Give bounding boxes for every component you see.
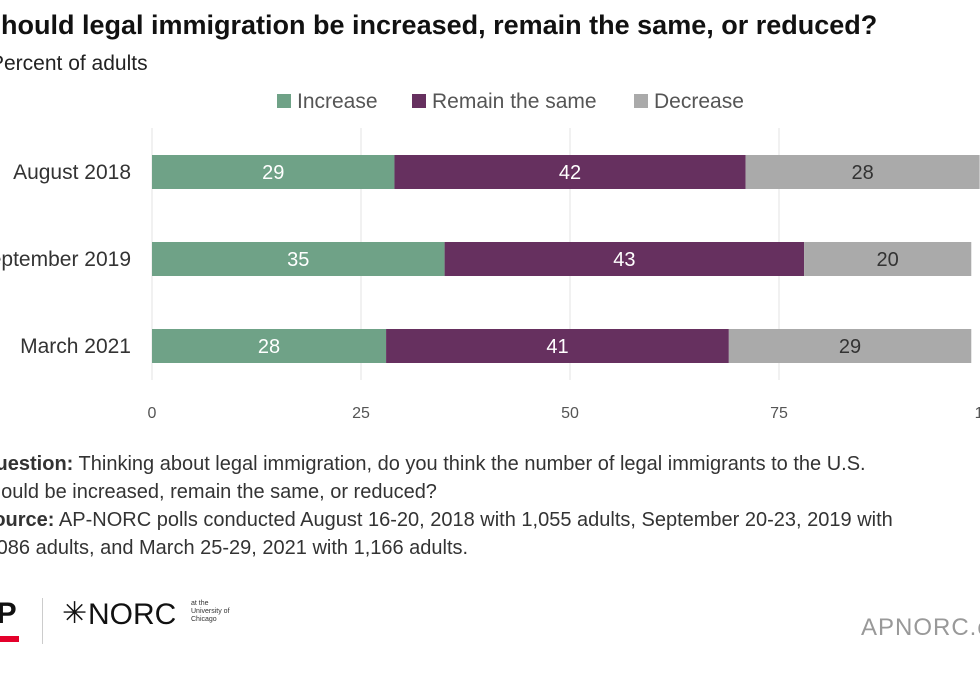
data-label-0-1: 42 bbox=[559, 162, 581, 184]
footnote: Question: Thinking about legal immigrati… bbox=[0, 450, 980, 562]
data-label-0-0: 29 bbox=[262, 162, 284, 184]
data-label-0-2: 28 bbox=[851, 162, 873, 184]
site-url: APNORC.org bbox=[861, 614, 980, 641]
norc-affiliation-line-2: University of bbox=[191, 608, 230, 615]
legend-swatch-1 bbox=[412, 94, 426, 108]
x-tick-label-0: 0 bbox=[148, 405, 157, 422]
question-label: Question: bbox=[0, 453, 74, 475]
legend-label-2: Decrease bbox=[654, 90, 744, 113]
x-tick-label-50: 50 bbox=[561, 405, 579, 422]
bar-1-1 bbox=[444, 242, 805, 276]
data-label-1-0: 35 bbox=[287, 249, 309, 271]
ap-logo: AP bbox=[0, 597, 17, 630]
bar-0-2 bbox=[745, 155, 980, 189]
bar-2-0 bbox=[152, 329, 387, 363]
norc-affiliation-line-3: Chicago bbox=[191, 616, 217, 623]
question-text-2: should be increased, remain the same, or… bbox=[0, 481, 437, 503]
category-label-1: September 2019 bbox=[0, 248, 131, 271]
data-label-1-1: 43 bbox=[613, 249, 635, 271]
question-text-1: Thinking about legal immigration, do you… bbox=[78, 453, 866, 475]
norc-affiliation: at the University of Chicago bbox=[191, 600, 230, 624]
data-label-1-2: 20 bbox=[877, 249, 899, 271]
source-label: Source: bbox=[0, 509, 55, 531]
x-tick-label-75: 75 bbox=[770, 405, 788, 422]
stacked-bar-chart: 0 25 50 75 100 Increase Remain the same Decreas… bbox=[0, 90, 980, 422]
legend-swatch-0 bbox=[277, 94, 291, 108]
category-label-0: August 2018 bbox=[13, 161, 131, 184]
norc-wordmark: NORC bbox=[88, 598, 177, 631]
norc-affiliation-line-1: at the bbox=[191, 600, 209, 607]
data-label-2-2: 29 bbox=[839, 336, 861, 358]
source-line-1: Source: AP-NORC polls conducted August 1… bbox=[0, 506, 980, 534]
bar-1-2 bbox=[804, 242, 972, 276]
bar-0-0 bbox=[152, 155, 395, 189]
source-text-2: 1,086 adults, and March 25-29, 2021 with… bbox=[0, 537, 469, 559]
chart-title: Should legal immigration be increased, r… bbox=[0, 10, 878, 40]
bar-0-1 bbox=[394, 155, 746, 189]
source-text-1: AP-NORC polls conducted August 16-20, 20… bbox=[58, 509, 893, 531]
legend-label-0: Increase bbox=[297, 90, 378, 113]
category-label-2: March 2021 bbox=[20, 335, 131, 358]
bar-1-0 bbox=[152, 242, 445, 276]
source-line-2: 1,086 adults, and March 25-29, 2021 with… bbox=[0, 534, 980, 562]
chart-subtitle: Percent of adults bbox=[0, 52, 148, 75]
question-line-2: should be increased, remain the same, or… bbox=[0, 478, 980, 506]
x-tick-label-100: 100 bbox=[975, 405, 980, 422]
data-label-2-1: 41 bbox=[546, 336, 568, 358]
bar-2-1 bbox=[386, 329, 729, 363]
norc-star-icon: ✳ bbox=[62, 596, 88, 631]
ap-logo-red-bar bbox=[0, 636, 19, 642]
question-line-1: Question: Thinking about legal immigrati… bbox=[0, 450, 980, 478]
data-label-2-0: 28 bbox=[258, 336, 280, 358]
x-tick-label-25: 25 bbox=[352, 405, 370, 422]
logo-divider bbox=[42, 598, 43, 644]
bar-2-2 bbox=[728, 329, 972, 363]
legend-label-1: Remain the same bbox=[432, 90, 597, 113]
legend-swatch-2 bbox=[634, 94, 648, 108]
